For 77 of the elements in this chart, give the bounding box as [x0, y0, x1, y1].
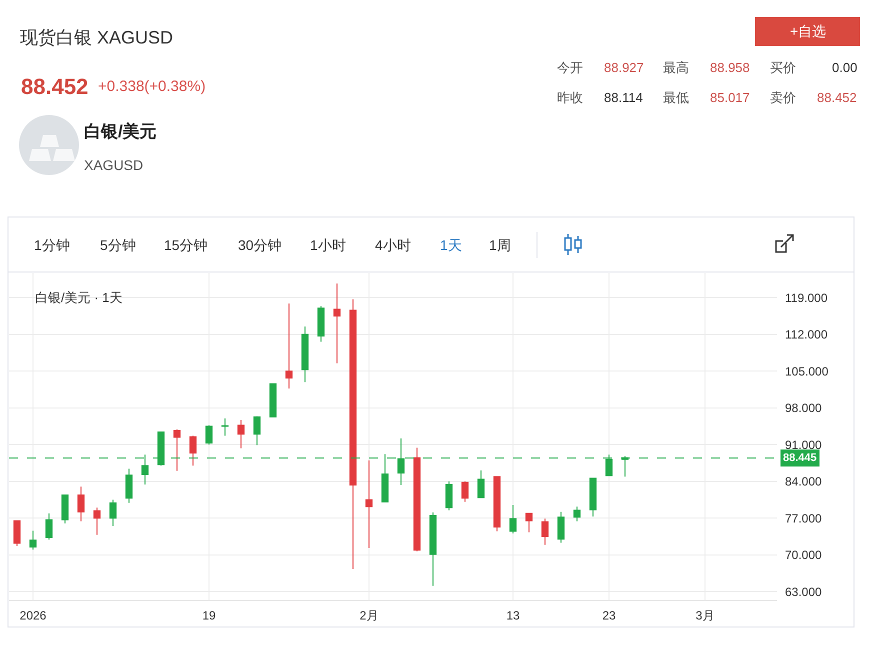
y-tick-label: 119.000: [785, 290, 828, 305]
candlestick: [61, 494, 69, 524]
candlestick: [109, 499, 117, 526]
candlestick: [317, 306, 325, 342]
y-tick-label: 98.000: [785, 401, 822, 416]
text: 88.114: [604, 90, 643, 105]
chart-title: 现货白银 XAGUSD: [20, 27, 174, 48]
text: 1天: [440, 237, 462, 253]
candlestick: [173, 428, 181, 472]
y-tick-label: 91.000: [785, 438, 822, 452]
candlestick: [301, 326, 309, 383]
text: 4小时: [375, 237, 411, 253]
candlestick: [509, 504, 517, 534]
candlestick: [13, 520, 21, 546]
text: 今开: [557, 60, 583, 75]
annotation: 白银/美元 · 1天: [35, 290, 122, 305]
x-tick-label: 2月: [360, 608, 378, 622]
candlestick: [189, 435, 197, 466]
candlestick: [557, 511, 565, 544]
y-tick-label: 70.000: [785, 548, 822, 562]
candlestick: [429, 512, 437, 586]
candlestick: [205, 424, 213, 446]
text: +自选: [790, 23, 826, 39]
candlestick: [45, 512, 53, 540]
y-tick-label: 105.000: [785, 364, 829, 378]
candlestick: [93, 507, 101, 536]
candlestick: [445, 480, 453, 511]
text: +0.338(+0.38%): [98, 78, 206, 95]
text: 88.452: [817, 90, 857, 105]
x-tick-label: 23: [602, 608, 616, 622]
candlestick: [349, 298, 357, 570]
text: 1周: [489, 237, 511, 253]
x-tick-label: 19: [202, 608, 216, 622]
text: 15分钟: [164, 237, 208, 253]
x-tick-label: 3月: [696, 608, 714, 622]
candlestick: [285, 302, 293, 389]
text: 白银/美元: [84, 122, 157, 141]
x-tick-label: 2026: [20, 608, 47, 622]
y-tick-label: 63.000: [785, 584, 822, 599]
text: 1小时: [310, 237, 346, 253]
text: 5分钟: [100, 237, 136, 253]
y-tick-label: 112.000: [785, 328, 828, 342]
text: 88.958: [710, 60, 750, 75]
text: 昨收: [557, 90, 583, 105]
candlestick: [477, 470, 485, 499]
candlestick: [397, 438, 405, 486]
candlestick: [237, 419, 245, 449]
text: 0.00: [832, 60, 858, 75]
text: 卖价: [770, 90, 796, 105]
text: 最高: [663, 60, 689, 75]
text: XAGUSD: [84, 157, 144, 173]
candlestick: [221, 418, 229, 436]
ref-line-label: 88.445: [783, 452, 817, 464]
text: 88.452: [21, 74, 88, 99]
y-tick-label: 84.000: [785, 474, 822, 489]
candlestick: [413, 447, 421, 552]
candlestick: [525, 512, 533, 533]
candlestick: [573, 506, 581, 522]
candlestick: [461, 480, 469, 502]
candlestick: [541, 518, 549, 546]
candlestick: [253, 416, 261, 446]
text: 1分钟: [34, 237, 70, 253]
text: 85.017: [710, 90, 750, 105]
text: 最低: [663, 90, 689, 105]
candlestick: [365, 460, 373, 549]
candlestick: [589, 477, 597, 518]
candlestick: [333, 283, 341, 364]
text: 88.927: [604, 60, 644, 75]
x-tick-label: 13: [506, 608, 520, 622]
text: 买价: [770, 60, 796, 75]
candlestick: [493, 476, 501, 532]
candlestick: [269, 382, 277, 418]
candlestick: [77, 486, 85, 522]
candlestick: [125, 468, 133, 504]
y-tick-label: 77.000: [785, 511, 822, 526]
candlestick: [29, 530, 37, 550]
text: 30分钟: [238, 237, 282, 253]
